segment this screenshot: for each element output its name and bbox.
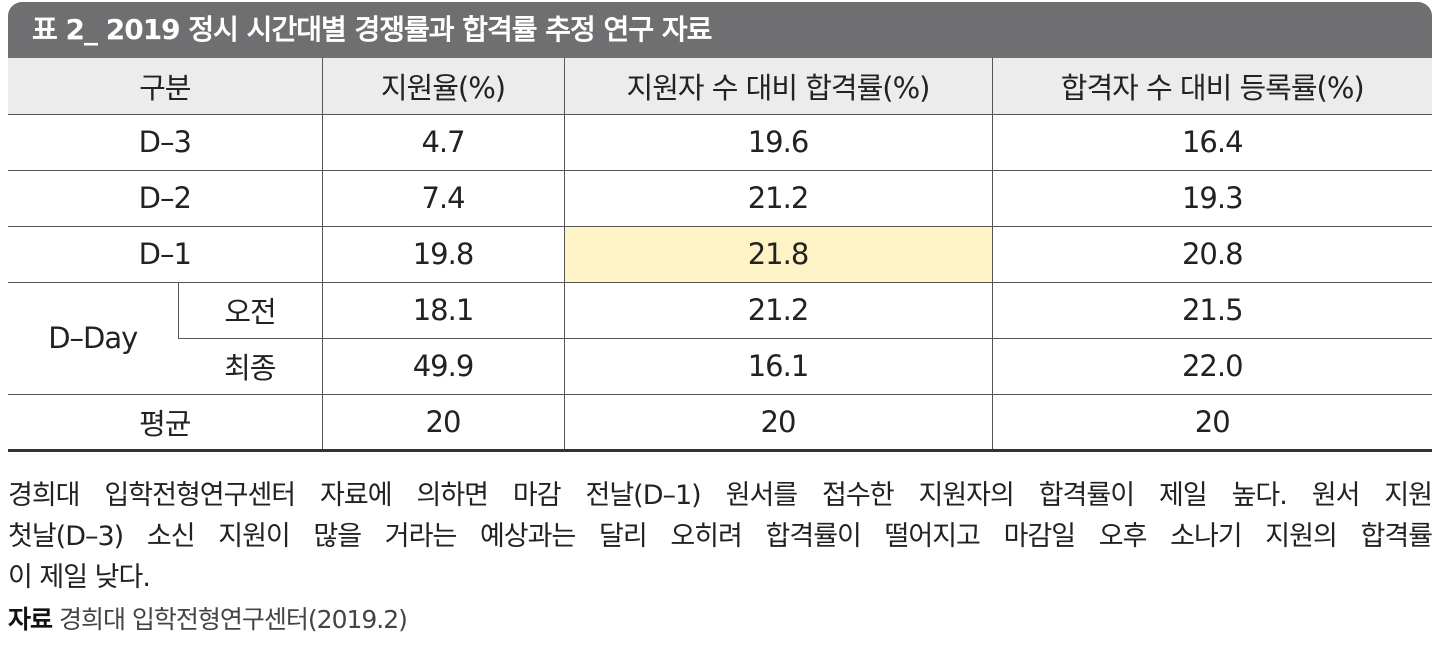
group-cell: D–Day [8, 281, 178, 394]
row-label: D–3 [8, 113, 322, 170]
data-table: 구분 지원율(%) 지원자 수 대비 합격률(%) 합격자 수 대비 등록률(%… [8, 58, 1432, 452]
value-cell: 16.4 [991, 113, 1432, 170]
table-row: D–2 7.4 21.2 19.3 [8, 169, 1432, 226]
caption-line: 이 제일 낮다. [8, 562, 151, 593]
table-row: 평균 20 20 20 [8, 393, 1432, 452]
row-label: D–1 [8, 225, 322, 282]
caption-line: 첫날(D–3) 소신 지원이 많을 거라는 예상과는 달리 오히려 합격률이 떨… [8, 521, 1433, 552]
row-label: 평균 [8, 393, 322, 452]
value-cell: 19.8 [321, 225, 564, 282]
value-cell: 21.2 [563, 169, 992, 226]
value-cell: 4.7 [321, 113, 564, 170]
table-row: D–3 4.7 19.6 16.4 [8, 113, 1432, 170]
value-cell: 21.8 [563, 225, 992, 282]
table-head: 구분 지원율(%) 지원자 수 대비 합격률(%) 합격자 수 대비 등록률(%… [8, 58, 1432, 114]
header-cell: 합격자 수 대비 등록률(%) [991, 58, 1432, 114]
value-cell: 22.0 [991, 337, 1432, 394]
caption-line: 경희대 입학전형연구센터 자료에 의하면 마감 전날(D–1) 원서를 접수한 … [8, 480, 1433, 511]
value-cell: 49.9 [321, 337, 564, 394]
value-cell: 16.1 [563, 337, 992, 394]
header-cell: 구분 [8, 58, 322, 114]
value-cell: 18.1 [321, 281, 564, 338]
value-cell: 21.2 [563, 281, 992, 338]
source: 자료 경희대 입학전형연구센터(2019.2) [8, 600, 408, 636]
row-label: D–2 [8, 169, 322, 226]
caption: 경희대 입학전형연구센터 자료에 의하면 마감 전날(D–1) 원서를 접수한 … [8, 475, 1433, 598]
header-cell: 지원자 수 대비 합격률(%) [563, 58, 992, 114]
source-label: 자료 [8, 605, 53, 634]
value-cell: 19.6 [563, 113, 992, 170]
value-cell: 21.5 [991, 281, 1432, 338]
table-title: 표 2_ 2019 정시 시간대별 경쟁률과 합격률 추정 연구 자료 [8, 2, 1432, 58]
header-row: 구분 지원율(%) 지원자 수 대비 합격률(%) 합격자 수 대비 등록률(%… [8, 58, 1432, 114]
value-cell: 20 [563, 393, 992, 452]
source-text: 경희대 입학전형연구센터(2019.2) [58, 605, 408, 634]
table-row: D–1 19.8 21.8 20.8 [8, 225, 1432, 282]
row-label: 최종 [178, 337, 322, 394]
value-cell: 20 [321, 393, 564, 452]
value-cell: 19.3 [991, 169, 1432, 226]
row-label: 오전 [177, 281, 322, 338]
value-cell: 7.4 [321, 169, 564, 226]
table-row: D–Day 오전 18.1 21.2 21.5 [8, 281, 1432, 394]
table-body: D–3 4.7 19.6 16.4 D–2 7.4 21.2 19.3 D–1 19.8 21.8 2… [8, 113, 1432, 452]
value-cell: 20.8 [991, 225, 1432, 282]
value-cell: 20 [991, 393, 1432, 452]
header-cell: 지원율(%) [321, 58, 564, 114]
table-row: 최종 49.9 16.1 22.0 [8, 337, 1432, 394]
